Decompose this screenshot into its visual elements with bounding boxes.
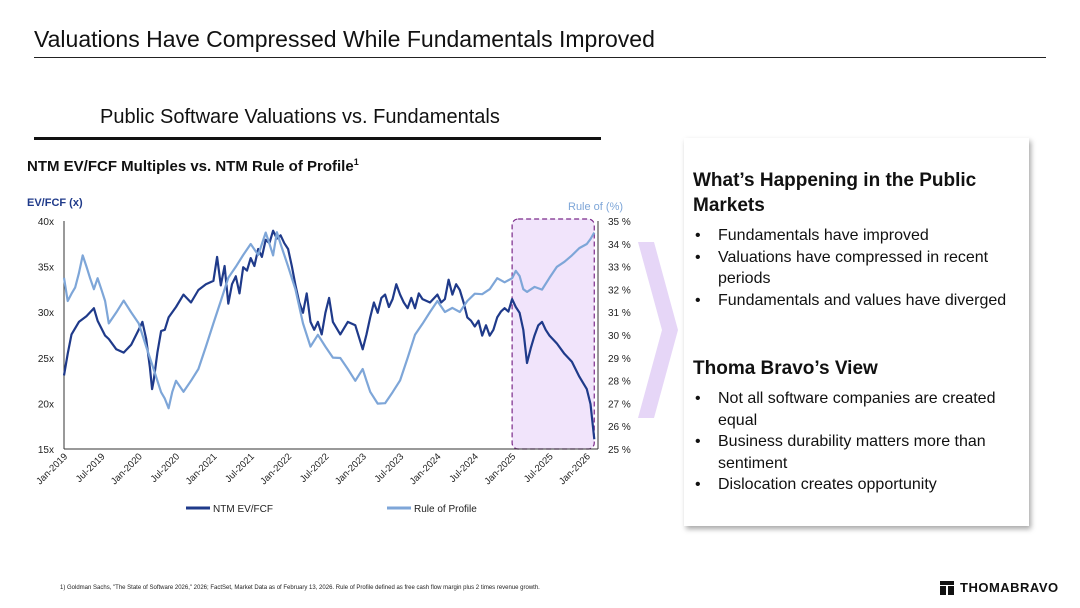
panel-heading-public-markets: What’s Happening in the Public Markets bbox=[693, 170, 977, 216]
y2-tick-label: 27 % bbox=[608, 399, 631, 410]
brand-logo: THOMABRAVO bbox=[940, 580, 1059, 595]
x-tick-label: Jul-2021 bbox=[223, 451, 257, 485]
y-axis-title: EV/FCF (x) bbox=[27, 197, 83, 209]
page-title: Valuations Have Compressed While Fundame… bbox=[34, 26, 655, 52]
y2-tick-label: 34 % bbox=[608, 240, 631, 251]
line-chart: 40x 35x 30x 25x 20x 15x 35 % 34 % 33 % 32 % 31 % 30… bbox=[27, 197, 631, 515]
list-item: Valuations have compressed in recent per… bbox=[693, 247, 1028, 290]
panel-heading-view: Thoma Bravo’s View bbox=[693, 358, 878, 379]
footnote: 1) Goldman Sachs, "The State of Software… bbox=[60, 585, 540, 591]
chart-heading: NTM EV/FCF Multiples vs. NTM Rule of Pro… bbox=[27, 157, 359, 175]
x-tick-label: Jul-2024 bbox=[447, 451, 481, 485]
y2-tick-label: 32 % bbox=[608, 285, 631, 296]
series-ntm-ev-fcf-line bbox=[62, 229, 596, 440]
list-item: Dislocation creates opportunity bbox=[693, 474, 1028, 496]
x-tick-label: Jul-2022 bbox=[298, 451, 332, 485]
y-tick-label: 25x bbox=[38, 354, 54, 365]
highlight-region bbox=[511, 218, 595, 450]
list-item: Not all software companies are created e… bbox=[693, 388, 1028, 431]
legend-label-rule: Rule of Profile bbox=[414, 504, 477, 515]
x-tick-label: Jan-2020 bbox=[109, 451, 145, 487]
series-rule-of-profile-line bbox=[62, 231, 596, 410]
x-tick-label: Jan-2026 bbox=[557, 451, 593, 487]
y2-axis-title: Rule of (%) bbox=[568, 201, 623, 213]
y2-tick-label: 28 % bbox=[608, 377, 631, 388]
y-tick-label: 40x bbox=[38, 217, 54, 228]
x-tick-label: Jan-2023 bbox=[333, 451, 369, 487]
y-tick-label: 15x bbox=[38, 445, 54, 456]
public-markets-list: Fundamentals have improved Valuations ha… bbox=[693, 225, 1028, 311]
x-tick-label: Jul-2025 bbox=[522, 451, 556, 485]
view-list: Not all software companies are created e… bbox=[693, 388, 1028, 496]
footnote-marker: 1 bbox=[353, 157, 359, 167]
y2-tick-label: 25 % bbox=[608, 445, 631, 456]
insights-panel: What’s Happening in the Public Markets F… bbox=[684, 138, 1029, 526]
x-tick-label: Jan-2024 bbox=[408, 451, 444, 487]
subtitle-divider bbox=[34, 137, 601, 140]
list-item: Business durability matters more than se… bbox=[693, 431, 1028, 474]
y2-tick-label: 33 % bbox=[608, 263, 631, 274]
x-tick-label: Jan-2025 bbox=[482, 451, 518, 487]
x-tick-label: Jan-2022 bbox=[258, 451, 294, 487]
logo-text: THOMABRAVO bbox=[960, 580, 1059, 595]
y2-tick-label: 26 % bbox=[608, 422, 631, 433]
list-item: Fundamentals have improved bbox=[693, 225, 1028, 247]
section-subtitle: Public Software Valuations vs. Fundament… bbox=[100, 106, 500, 128]
logo-mark-icon bbox=[940, 580, 954, 595]
x-tick-label: Jan-2019 bbox=[34, 451, 70, 487]
y-tick-label: 30x bbox=[38, 308, 54, 319]
y-tick-label: 20x bbox=[38, 399, 54, 410]
x-tick-label: Jan-2021 bbox=[184, 451, 220, 487]
x-tick-label: Jul-2020 bbox=[149, 451, 183, 485]
y-tick-label: 35x bbox=[38, 263, 54, 274]
y2-tick-label: 29 % bbox=[608, 354, 631, 365]
y2-tick-label: 31 % bbox=[608, 308, 631, 319]
chart-heading-text: NTM EV/FCF Multiples vs. NTM Rule of Pro… bbox=[27, 158, 354, 175]
y2-tick-label: 30 % bbox=[608, 331, 631, 342]
x-tick-label: Jul-2019 bbox=[74, 451, 108, 485]
title-divider bbox=[34, 57, 1046, 58]
x-tick-label: Jul-2023 bbox=[373, 451, 407, 485]
y2-tick-label: 35 % bbox=[608, 217, 631, 228]
legend-label-ntm: NTM EV/FCF bbox=[213, 504, 273, 515]
chevron-right-icon bbox=[638, 242, 678, 418]
list-item: Fundamentals and values have diverged bbox=[693, 290, 1028, 312]
